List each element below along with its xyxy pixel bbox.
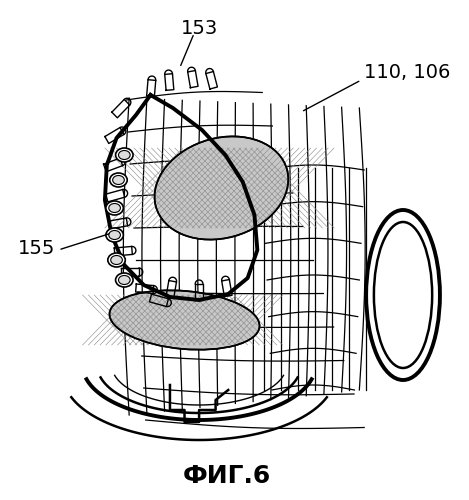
Ellipse shape: [115, 273, 133, 287]
Ellipse shape: [119, 150, 130, 160]
Ellipse shape: [374, 222, 432, 368]
Ellipse shape: [111, 256, 122, 264]
Text: 153: 153: [181, 18, 218, 38]
Ellipse shape: [106, 201, 123, 215]
Ellipse shape: [109, 230, 121, 239]
Ellipse shape: [109, 204, 121, 212]
Ellipse shape: [366, 210, 440, 380]
Text: 155: 155: [17, 238, 55, 258]
Ellipse shape: [115, 148, 133, 162]
Text: ФИГ.6: ФИГ.6: [183, 464, 272, 488]
Ellipse shape: [110, 173, 127, 187]
Ellipse shape: [155, 136, 288, 240]
Ellipse shape: [109, 290, 259, 350]
Ellipse shape: [106, 228, 123, 242]
Ellipse shape: [119, 276, 130, 284]
Ellipse shape: [113, 176, 124, 184]
Text: 110, 106: 110, 106: [364, 62, 451, 82]
Ellipse shape: [108, 253, 125, 267]
